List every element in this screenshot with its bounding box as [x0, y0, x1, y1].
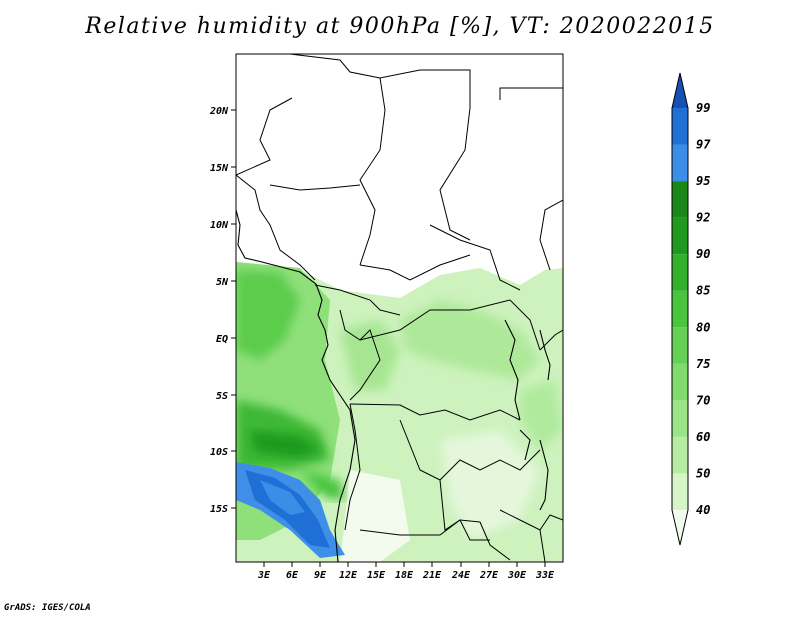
grads-credit: GrADS: IGES/COLA: [4, 603, 91, 613]
colorbar-label-97: 97: [696, 138, 711, 152]
colorbar-outline: [671, 72, 689, 546]
colorbar-segment-60-70: [672, 400, 688, 437]
lat-label-15n: 15N: [210, 163, 229, 174]
lat-label-10s: 10S: [210, 447, 228, 458]
lon-label-33e: 33E: [535, 570, 555, 581]
colorbar-upper-arrow: [672, 73, 688, 108]
lat-label-eq: EQ: [216, 334, 228, 345]
longitude-axis: [263, 562, 546, 567]
colorbar-segment-95-97: [672, 144, 688, 182]
colorbar-label-85: 85: [696, 284, 710, 298]
latitude-axis: [231, 109, 236, 509]
lon-label-15e: 15E: [367, 570, 386, 581]
lat-label-20n: 20N: [209, 106, 229, 117]
colorbar-label-50: 50: [696, 466, 710, 480]
lon-label-3e: 3E: [257, 570, 271, 581]
colorbar-label-92: 92: [696, 211, 710, 225]
coastline: [236, 209, 551, 562]
lon-label-30e: 30E: [507, 570, 527, 581]
map-frame: [235, 53, 564, 563]
colorbar-segment-80-85: [672, 290, 688, 328]
colorbar-label-95: 95: [696, 174, 710, 188]
colorbar-label-80: 80: [696, 320, 710, 334]
colorbar-lower-arrow: [672, 510, 688, 545]
colorbar-label-90: 90: [696, 247, 710, 261]
lat-label-15s: 15S: [210, 504, 228, 515]
colorbar-segment-75-80: [672, 327, 688, 364]
colorbar-segment-85-90: [672, 254, 688, 291]
colorbar-segments: [672, 73, 688, 545]
colorbar-label-75: 75: [696, 357, 710, 371]
colorbar-label-60: 60: [696, 430, 710, 444]
colorbar-label-99: 99: [696, 101, 710, 115]
lon-label-24e: 24E: [451, 570, 471, 581]
lon-label-6e: 6E: [286, 570, 299, 581]
colorbar-border: [671, 72, 689, 546]
colorbar: 40 50 60 70 75 80 85 90 92 95 97 99: [671, 72, 711, 546]
colorbar-segment-50-60: [672, 436, 688, 474]
map-title: Relative humidity at 900hPa [%], VT: 202…: [85, 14, 715, 39]
lon-label-12e: 12E: [339, 570, 358, 581]
lon-label-18e: 18E: [395, 570, 414, 581]
lat-label-10n: 10N: [210, 220, 229, 231]
lon-label-21e: 21E: [422, 570, 442, 581]
colorbar-label-70: 70: [696, 393, 710, 407]
colorbar-segment-92-95: [672, 181, 688, 218]
lat-label-5s: 5S: [216, 391, 228, 402]
lon-label-27e: 27E: [479, 570, 499, 581]
colorbar-segment-90-92: [672, 217, 688, 255]
lon-label-9e: 9E: [314, 570, 327, 581]
colorbar-segment-70-75: [672, 363, 688, 401]
colorbar-segment-97-99: [672, 108, 688, 145]
colorbar-segment-40-50: [672, 473, 688, 510]
colorbar-label-40: 40: [696, 503, 710, 517]
colorbar-labels: 40 50 60 70 75 80 85 90 92 95 97 99: [696, 101, 711, 517]
lat-label-5n: 5N: [216, 277, 229, 288]
country-borders: [236, 54, 563, 562]
humidity-field: [236, 262, 563, 562]
